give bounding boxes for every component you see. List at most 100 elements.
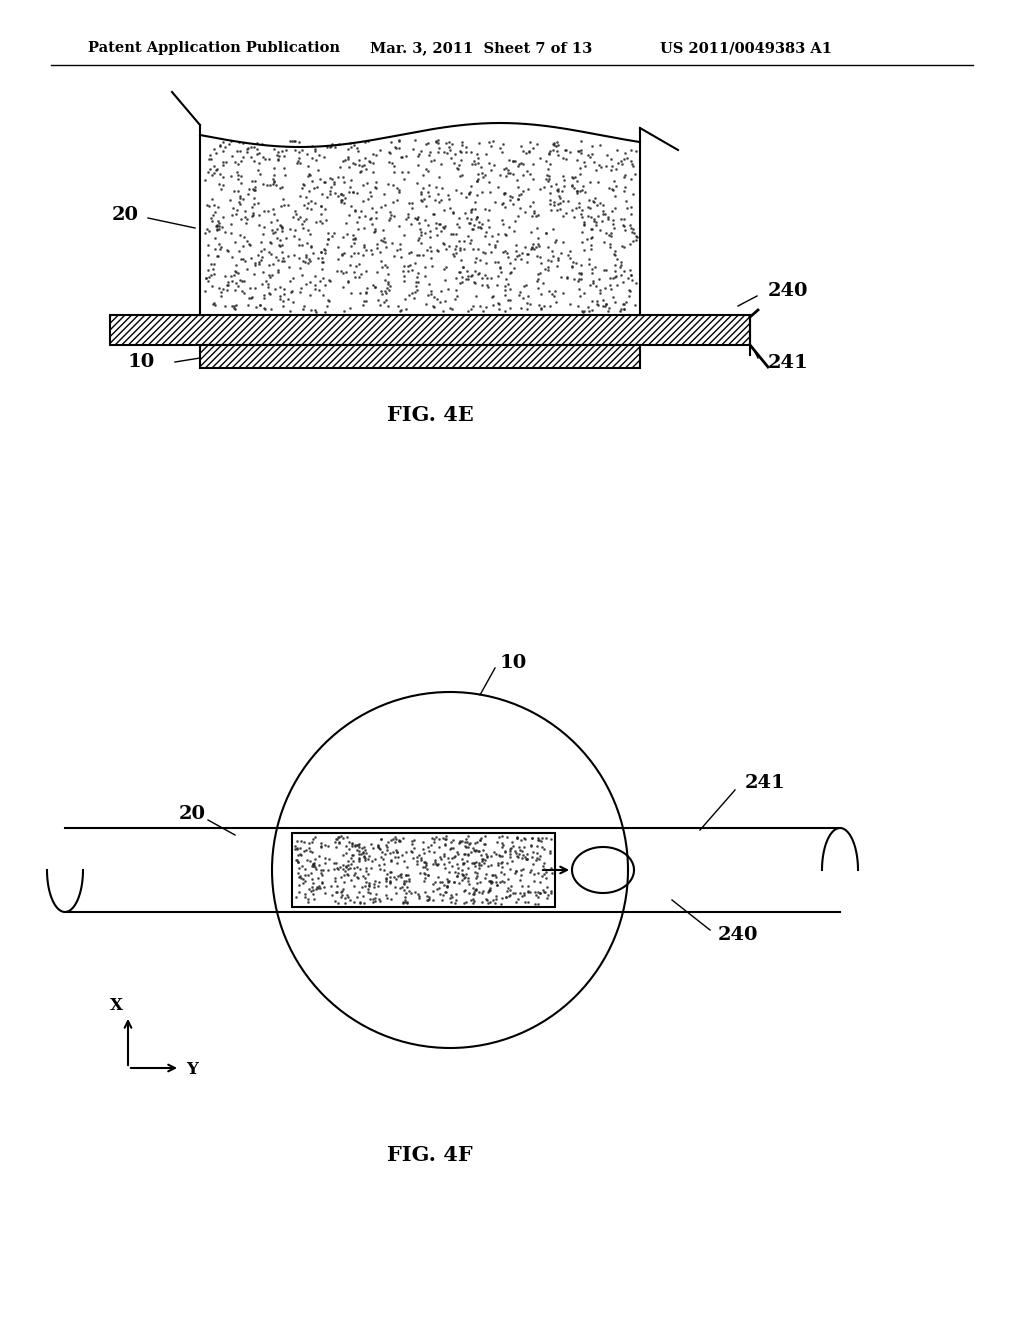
Point — [204, 165, 220, 186]
Point — [312, 242, 329, 263]
Point — [385, 156, 401, 177]
Point — [355, 174, 372, 195]
Point — [466, 853, 482, 874]
Point — [466, 153, 482, 174]
Point — [452, 261, 468, 282]
Point — [392, 830, 409, 851]
Point — [466, 272, 482, 293]
Point — [270, 148, 287, 169]
Point — [321, 228, 337, 249]
Point — [563, 255, 580, 276]
Point — [358, 282, 375, 304]
Point — [380, 296, 396, 317]
Point — [378, 884, 394, 906]
Point — [311, 168, 328, 189]
Point — [366, 876, 382, 898]
Point — [353, 843, 370, 865]
Point — [205, 294, 221, 315]
Point — [585, 190, 601, 211]
Point — [326, 172, 342, 193]
Point — [313, 213, 330, 234]
Point — [508, 861, 524, 882]
Point — [220, 275, 237, 296]
Point — [200, 271, 216, 292]
Point — [462, 213, 478, 234]
Point — [316, 882, 333, 903]
Point — [304, 855, 321, 876]
Point — [410, 145, 426, 166]
Point — [212, 239, 228, 260]
Point — [355, 236, 372, 257]
Point — [591, 268, 607, 289]
Point — [426, 149, 442, 170]
Point — [418, 293, 434, 314]
Point — [260, 201, 276, 222]
Point — [377, 269, 393, 290]
Point — [392, 147, 409, 168]
Point — [316, 301, 333, 322]
Point — [333, 190, 349, 211]
Point — [513, 859, 529, 880]
Point — [463, 176, 479, 197]
Point — [460, 837, 476, 858]
Point — [371, 854, 387, 875]
Point — [350, 833, 367, 854]
Point — [307, 141, 324, 162]
Point — [215, 141, 231, 162]
Point — [302, 841, 318, 862]
Point — [558, 149, 574, 170]
Point — [297, 858, 313, 879]
Point — [478, 888, 495, 909]
Point — [371, 888, 387, 909]
Point — [280, 289, 296, 310]
Point — [244, 170, 260, 191]
Point — [438, 143, 455, 164]
Point — [470, 169, 486, 190]
Point — [409, 267, 425, 288]
Point — [542, 153, 558, 174]
Point — [290, 851, 306, 873]
Point — [505, 883, 521, 904]
Point — [474, 214, 490, 235]
Point — [598, 156, 614, 177]
Point — [261, 282, 278, 304]
Point — [525, 871, 542, 892]
Point — [431, 214, 447, 235]
Point — [447, 239, 464, 260]
Point — [229, 263, 246, 284]
Point — [444, 223, 461, 244]
Point — [555, 205, 571, 226]
Point — [588, 214, 604, 235]
Point — [254, 246, 270, 267]
Point — [609, 248, 626, 269]
Point — [542, 841, 558, 862]
Point — [550, 135, 566, 156]
Point — [327, 136, 343, 157]
Point — [372, 242, 388, 263]
Point — [315, 284, 332, 305]
Point — [503, 837, 519, 858]
Point — [628, 294, 644, 315]
Point — [612, 251, 629, 272]
Point — [245, 203, 261, 224]
Point — [588, 275, 604, 296]
Point — [242, 234, 258, 255]
Point — [476, 867, 493, 888]
Point — [495, 887, 511, 908]
Point — [243, 288, 259, 309]
Point — [476, 833, 493, 854]
Point — [494, 851, 510, 873]
Point — [246, 150, 262, 172]
Point — [550, 248, 566, 269]
Point — [389, 853, 406, 874]
Point — [486, 865, 503, 886]
Point — [618, 198, 635, 219]
Point — [426, 286, 442, 308]
Point — [529, 830, 546, 851]
Point — [525, 201, 542, 222]
Point — [582, 147, 598, 168]
Point — [298, 850, 314, 871]
Point — [556, 176, 572, 197]
Point — [545, 219, 561, 240]
Point — [520, 286, 537, 308]
